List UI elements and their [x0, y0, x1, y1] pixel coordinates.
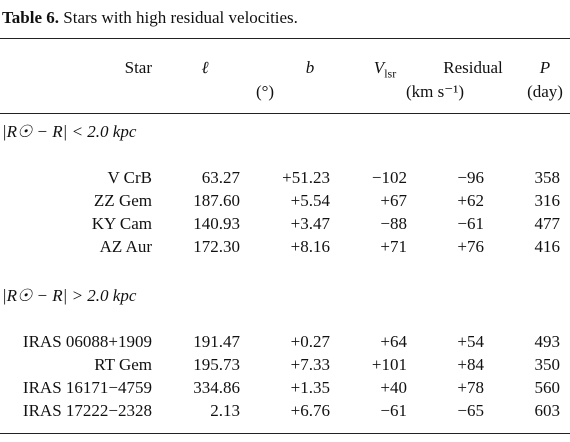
cell: +40 [380, 378, 407, 397]
cell: +78 [457, 378, 484, 397]
star-name: AZ Aur [99, 237, 152, 256]
cell: +76 [457, 237, 484, 256]
cell: 477 [534, 214, 561, 233]
star-name: IRAS 06088+1909 [22, 332, 152, 351]
cell: 195.73 [193, 355, 240, 374]
cell: +6.76 [290, 401, 330, 420]
star-name: RT Gem [94, 355, 152, 374]
star-name: V CrB [107, 168, 152, 187]
cell: 603 [534, 401, 561, 420]
header-text: Star [124, 58, 152, 77]
bottom-rule [0, 433, 570, 434]
section-label: |R☉ − R| > 2.0 kpc [2, 286, 137, 305]
cell: +1.35 [290, 378, 330, 397]
column-header: Residual [443, 58, 503, 78]
cell: −88 [380, 214, 407, 233]
cell: −102 [371, 168, 407, 187]
unit: (km s⁻¹) [406, 82, 464, 101]
header-text: ℓ [201, 58, 209, 77]
cell: 416 [534, 237, 561, 256]
star-name: ZZ Gem [93, 191, 152, 210]
cell: 2.13 [210, 401, 240, 420]
cell: +8.16 [290, 237, 330, 256]
caption-text: Stars with high residual velocities. [63, 8, 298, 27]
cell: +64 [380, 332, 407, 351]
header-text: b [305, 58, 315, 77]
column-header: Star [125, 58, 152, 78]
cell: 140.93 [193, 214, 240, 233]
star-name: IRAS 17222−2328 [22, 401, 152, 420]
cell: −65 [457, 401, 484, 420]
cell: +101 [371, 355, 407, 374]
caption-label: Table 6. [2, 8, 60, 27]
cell: 358 [534, 168, 561, 187]
cell: +7.33 [290, 355, 330, 374]
cell: +62 [457, 191, 484, 210]
cell: 560 [534, 378, 561, 397]
section-label: |R☉ − R| < 2.0 kpc [2, 122, 137, 141]
cell: +67 [380, 191, 407, 210]
cell: −61 [457, 214, 484, 233]
cell: +3.47 [290, 214, 330, 233]
cell: 316 [534, 191, 561, 210]
cell: 493 [534, 332, 561, 351]
header-text: V [373, 58, 385, 77]
cell: 63.27 [201, 168, 240, 187]
header-rule [0, 113, 570, 114]
column-header: P [540, 58, 550, 78]
cell: +0.27 [290, 332, 330, 351]
star-name: IRAS 16171−4759 [22, 378, 152, 397]
caption: Table 6. Stars with high residual veloci… [2, 8, 298, 28]
top-rule [0, 38, 570, 39]
cell: +54 [457, 332, 484, 351]
cell: −61 [380, 401, 407, 420]
cell: −96 [457, 168, 484, 187]
header-sub: lsr [384, 66, 397, 81]
star-name: KY Cam [91, 214, 152, 233]
column-header: Vlsr [374, 58, 396, 83]
cell: 191.47 [193, 332, 240, 351]
cell: +5.54 [290, 191, 330, 210]
header-text: Residual [443, 58, 503, 77]
column-header: b [306, 58, 315, 78]
column-header: ℓ [201, 58, 208, 78]
cell: 187.60 [193, 191, 240, 210]
unit: (day) [527, 82, 563, 101]
cell: +84 [457, 355, 484, 374]
cell: +51.23 [282, 168, 330, 187]
cell: +71 [380, 237, 407, 256]
cell: 334.86 [193, 378, 240, 397]
cell: 350 [534, 355, 561, 374]
cell: 172.30 [193, 237, 240, 256]
unit: (°) [255, 82, 275, 101]
header-text: P [539, 58, 551, 77]
